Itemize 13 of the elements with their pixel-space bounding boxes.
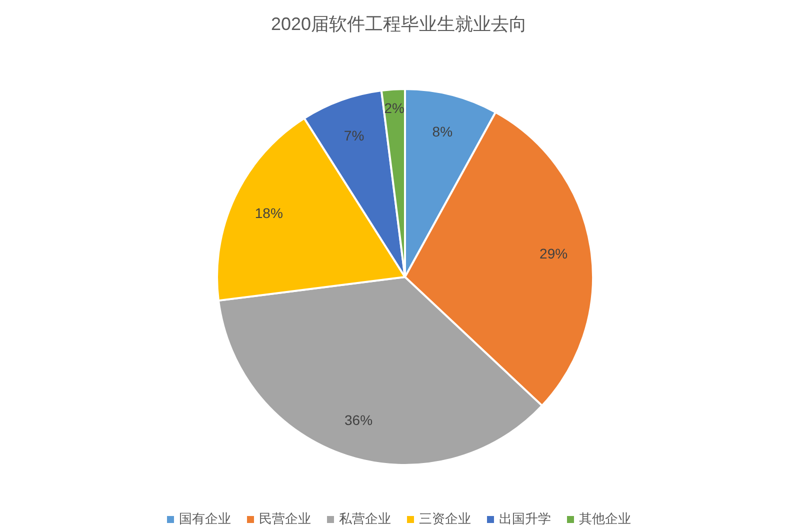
chart-title: 2020届软件工程毕业生就业去向 — [270, 13, 528, 36]
legend-label: 民营企业 — [259, 510, 311, 528]
legend-label: 其他企业 — [579, 510, 631, 528]
data-label: 8% — [432, 123, 453, 140]
legend-label: 三资企业 — [419, 510, 471, 528]
data-label: 29% — [540, 245, 568, 262]
legend-label: 国有企业 — [179, 510, 231, 528]
data-label: 18% — [254, 204, 283, 221]
data-label: 36% — [344, 412, 373, 428]
legend-label: 私营企业 — [339, 510, 391, 528]
legend-label: 出国升学 — [499, 510, 551, 528]
data-label: 2% — [384, 100, 404, 116]
data-label: 7% — [344, 127, 364, 144]
